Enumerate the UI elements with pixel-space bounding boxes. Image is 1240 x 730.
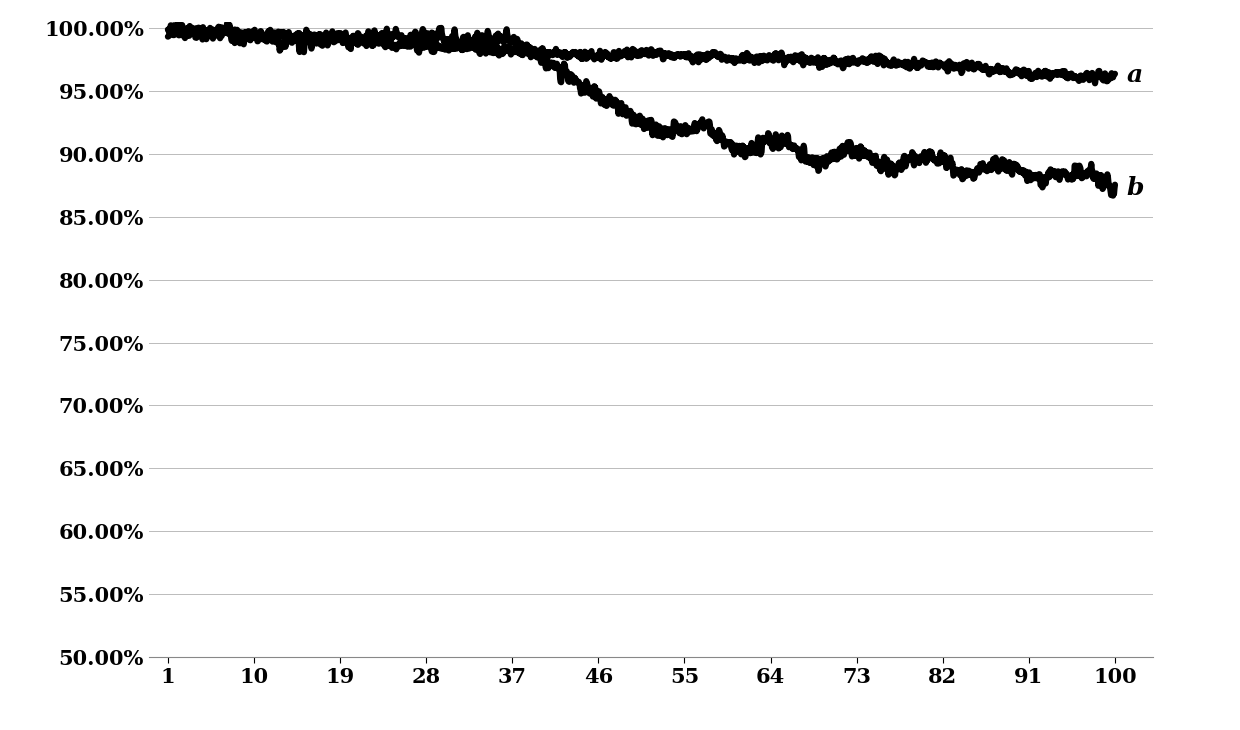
Text: b: b [1126,177,1145,200]
Text: a: a [1126,63,1143,87]
